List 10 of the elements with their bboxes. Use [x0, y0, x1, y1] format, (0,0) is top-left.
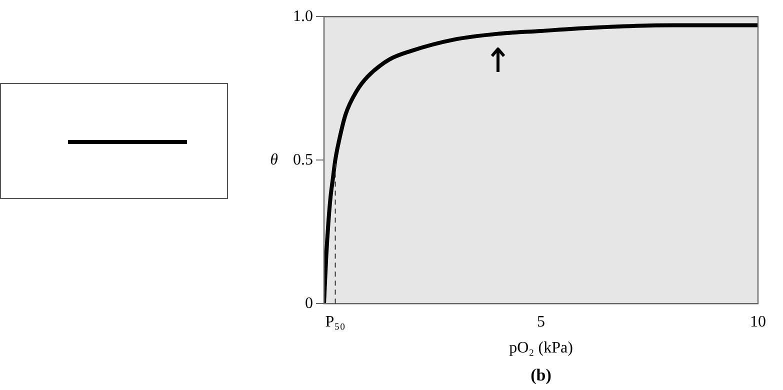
x-tick-label: 10 — [750, 313, 766, 330]
text: (b) — [530, 365, 552, 384]
y-tick-label: 1.0 — [293, 8, 313, 25]
x-tick-label: 5 — [537, 313, 545, 330]
line-series — [324, 23, 758, 304]
y-tick-label: 0.5 — [293, 151, 313, 168]
y-tick-label: 0 — [305, 294, 313, 312]
y-axis-title: θ — [270, 151, 278, 168]
x-axis-title: pO₂ (kPa) — [509, 340, 573, 357]
x-tick-label: P₅₀ — [325, 313, 346, 330]
